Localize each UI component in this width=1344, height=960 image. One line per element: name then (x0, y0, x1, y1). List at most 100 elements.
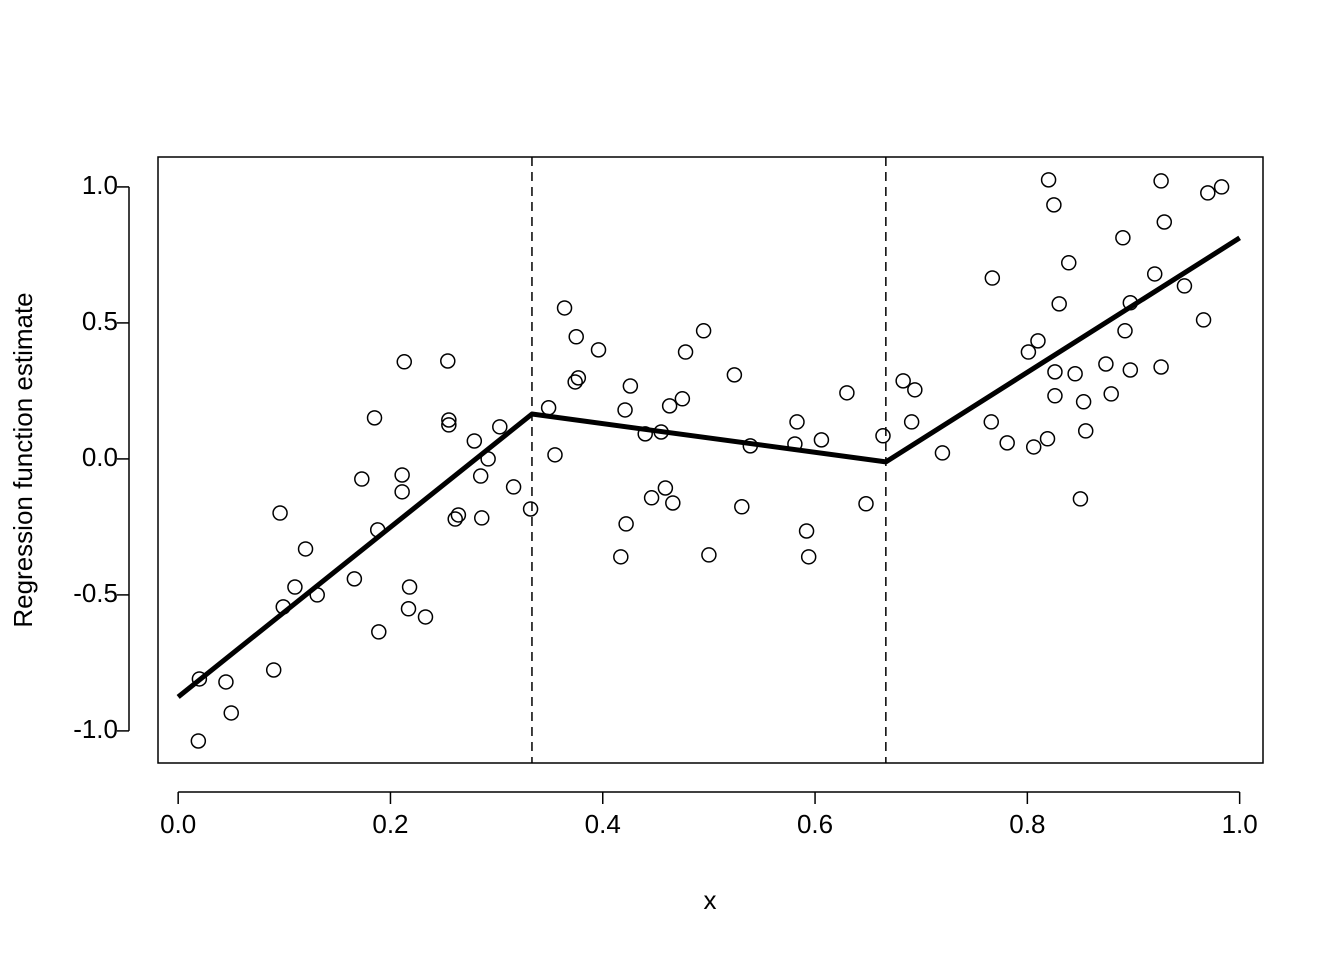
data-point (701, 547, 717, 563)
data-point (839, 385, 855, 401)
data-point (265, 662, 282, 678)
data-point (371, 624, 387, 640)
data-point (903, 414, 920, 430)
y-tick-label: -1.0 (73, 714, 118, 744)
data-point (1117, 323, 1133, 339)
data-point (800, 549, 817, 565)
data-point (567, 374, 583, 390)
data-point (366, 410, 383, 426)
data-point (570, 370, 587, 386)
data-point (1047, 388, 1063, 404)
data-point (394, 484, 410, 500)
x-tick-label: 0.6 (797, 809, 833, 839)
data-point (858, 496, 874, 512)
x-tick-label: 1.0 (1222, 809, 1258, 839)
data-point (223, 705, 239, 721)
data-point (590, 342, 607, 358)
data-point (983, 414, 1000, 430)
data-point (734, 499, 750, 515)
y-tick-label: -0.5 (73, 578, 118, 608)
data-point (466, 433, 483, 449)
data-point (492, 419, 508, 435)
plot-frame (157, 156, 1264, 764)
data-point (354, 471, 370, 487)
data-point (665, 495, 681, 511)
data-point (522, 501, 539, 517)
data-point (613, 549, 629, 565)
data-point (1030, 333, 1046, 349)
data-point (400, 601, 417, 617)
data-point (1060, 255, 1077, 271)
data-point (1213, 179, 1230, 195)
data-point (401, 579, 418, 595)
data-point (907, 382, 923, 398)
data-point (346, 571, 363, 587)
y-tick-label: 1.0 (82, 170, 118, 200)
data-point (218, 674, 234, 690)
data-point (1075, 394, 1092, 410)
data-point (1047, 364, 1063, 380)
data-point (1176, 278, 1193, 294)
y-tick-label: 0.5 (82, 306, 118, 336)
data-point (394, 467, 410, 483)
data-point (643, 490, 660, 506)
data-point (272, 505, 288, 521)
x-tick-label: 0.8 (1009, 809, 1045, 839)
data-point (622, 378, 639, 394)
data-point (1040, 172, 1057, 188)
data-point (540, 400, 557, 416)
data-point (813, 432, 830, 448)
data-point (441, 417, 457, 433)
x-tick-label: 0.0 (160, 809, 196, 839)
data-point (474, 510, 490, 526)
data-point (618, 516, 634, 532)
data-point (695, 323, 712, 339)
data-point (1153, 359, 1169, 375)
fit-line (176, 235, 1241, 699)
data-point (1046, 197, 1062, 213)
data-point (1039, 431, 1056, 447)
data-point (190, 733, 207, 749)
data-point (297, 541, 314, 557)
data-point (617, 402, 633, 418)
data-point (875, 428, 891, 444)
x-axis-label: x (704, 885, 717, 915)
data-point (1025, 439, 1042, 455)
data-point (287, 579, 303, 595)
data-point (396, 354, 413, 370)
data-point (674, 391, 691, 407)
data-point (556, 300, 573, 316)
data-point (798, 523, 815, 539)
data-point (440, 353, 456, 369)
data-point (1103, 386, 1119, 402)
data-point (441, 412, 457, 428)
data-point (1200, 185, 1216, 201)
data-point (895, 373, 911, 389)
data-point (1122, 362, 1139, 378)
data-point (984, 270, 1001, 286)
data-point (677, 344, 694, 360)
data-point (661, 398, 678, 414)
data-point (447, 511, 463, 527)
data-point (505, 479, 522, 495)
data-point (1098, 356, 1114, 372)
data-point (1195, 312, 1212, 328)
x-tick-label: 0.4 (585, 809, 621, 839)
data-point (450, 507, 467, 523)
data-point (547, 447, 563, 463)
data-point (1115, 230, 1131, 246)
data-point (934, 445, 951, 461)
data-point (472, 468, 489, 484)
data-point (1156, 214, 1173, 230)
data-point (1146, 266, 1163, 282)
data-point (726, 367, 743, 383)
y-tick-label: 0.0 (82, 442, 118, 472)
data-point (1153, 173, 1169, 189)
data-point (191, 671, 208, 687)
data-point (999, 435, 1015, 451)
data-point (789, 414, 805, 430)
y-axis-label: Regression function estimate (8, 292, 38, 627)
data-point (1020, 344, 1037, 360)
